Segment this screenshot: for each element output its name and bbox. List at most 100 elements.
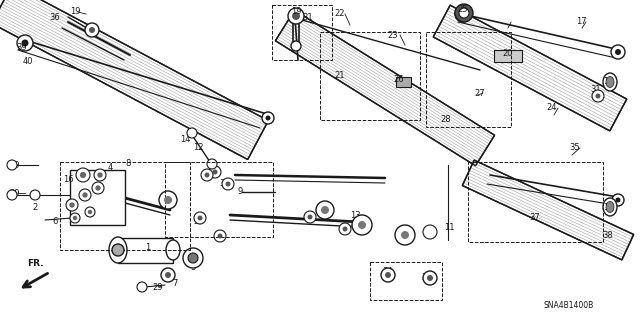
Text: 12: 12 <box>193 144 204 152</box>
Text: 20: 20 <box>503 48 513 57</box>
Bar <box>320 32 420 120</box>
Circle shape <box>352 215 372 235</box>
Polygon shape <box>275 10 495 166</box>
Circle shape <box>288 8 304 24</box>
Circle shape <box>17 35 33 51</box>
Circle shape <box>164 196 172 204</box>
Circle shape <box>423 225 437 239</box>
Bar <box>468 162 603 242</box>
Text: 22: 22 <box>335 10 345 19</box>
Circle shape <box>198 216 202 220</box>
Text: 7: 7 <box>172 279 178 288</box>
Text: 10: 10 <box>305 212 316 221</box>
Text: 19: 19 <box>291 8 301 17</box>
Circle shape <box>7 160 17 170</box>
Circle shape <box>266 115 271 121</box>
Text: 14: 14 <box>180 136 190 145</box>
Text: 19: 19 <box>70 8 80 17</box>
Circle shape <box>97 172 102 178</box>
Ellipse shape <box>603 73 617 91</box>
Text: 17: 17 <box>576 18 586 26</box>
Text: 10: 10 <box>215 232 225 241</box>
Text: 39: 39 <box>17 43 28 53</box>
Circle shape <box>262 112 274 124</box>
Text: 38: 38 <box>603 231 613 240</box>
Text: 28: 28 <box>441 115 451 123</box>
Text: 4: 4 <box>108 162 113 172</box>
Circle shape <box>304 211 316 223</box>
Circle shape <box>30 190 40 200</box>
Ellipse shape <box>606 77 614 87</box>
Circle shape <box>205 173 209 177</box>
Bar <box>426 32 511 127</box>
Circle shape <box>455 6 471 22</box>
Text: 34: 34 <box>383 268 394 277</box>
Circle shape <box>307 214 312 219</box>
Text: 18: 18 <box>603 203 613 211</box>
Text: 37: 37 <box>530 213 540 222</box>
Circle shape <box>212 169 218 174</box>
Circle shape <box>385 272 391 278</box>
Polygon shape <box>433 5 627 131</box>
Circle shape <box>207 159 217 169</box>
Circle shape <box>612 194 624 206</box>
Circle shape <box>225 182 230 187</box>
Text: 27: 27 <box>475 88 485 98</box>
Text: FR.: FR. <box>27 259 44 268</box>
Text: 29: 29 <box>10 189 20 197</box>
Text: 40: 40 <box>23 57 33 66</box>
Text: 36: 36 <box>50 12 60 21</box>
Circle shape <box>80 172 86 178</box>
Circle shape <box>92 182 104 194</box>
Circle shape <box>401 231 409 239</box>
Text: 31: 31 <box>303 13 314 23</box>
Circle shape <box>85 207 95 217</box>
Circle shape <box>460 11 467 18</box>
Text: 31: 31 <box>591 85 602 94</box>
Text: 1: 1 <box>145 243 150 253</box>
Circle shape <box>83 192 88 198</box>
Circle shape <box>89 27 95 33</box>
Text: 26: 26 <box>394 76 404 85</box>
Text: 3: 3 <box>190 263 196 272</box>
Circle shape <box>218 234 223 239</box>
Bar <box>272 5 332 60</box>
Text: 23: 23 <box>388 31 398 40</box>
Circle shape <box>79 189 91 201</box>
Circle shape <box>214 230 226 242</box>
Text: 2: 2 <box>33 204 38 212</box>
Circle shape <box>69 202 75 208</box>
Circle shape <box>342 226 348 232</box>
Text: 16: 16 <box>63 175 74 184</box>
Circle shape <box>615 49 621 55</box>
Circle shape <box>112 244 124 256</box>
Circle shape <box>616 197 621 203</box>
Circle shape <box>22 40 29 47</box>
Circle shape <box>7 190 17 200</box>
Ellipse shape <box>109 237 127 263</box>
Circle shape <box>339 223 351 235</box>
Circle shape <box>187 128 197 138</box>
Polygon shape <box>0 0 268 160</box>
Circle shape <box>188 253 198 263</box>
Circle shape <box>222 178 234 190</box>
Circle shape <box>459 8 469 18</box>
Text: 18: 18 <box>603 78 613 86</box>
Text: 35: 35 <box>570 144 580 152</box>
Ellipse shape <box>166 240 180 260</box>
Ellipse shape <box>603 198 617 216</box>
Circle shape <box>85 23 99 37</box>
Text: 10: 10 <box>340 225 350 234</box>
Circle shape <box>316 201 334 219</box>
Circle shape <box>88 210 92 214</box>
Circle shape <box>291 41 301 51</box>
Text: 10: 10 <box>195 213 205 222</box>
Circle shape <box>381 268 395 282</box>
Text: 11: 11 <box>444 224 454 233</box>
Circle shape <box>94 169 106 181</box>
Circle shape <box>292 12 300 20</box>
Text: 15: 15 <box>320 205 330 214</box>
Circle shape <box>611 45 625 59</box>
Circle shape <box>161 268 175 282</box>
Circle shape <box>159 191 177 209</box>
